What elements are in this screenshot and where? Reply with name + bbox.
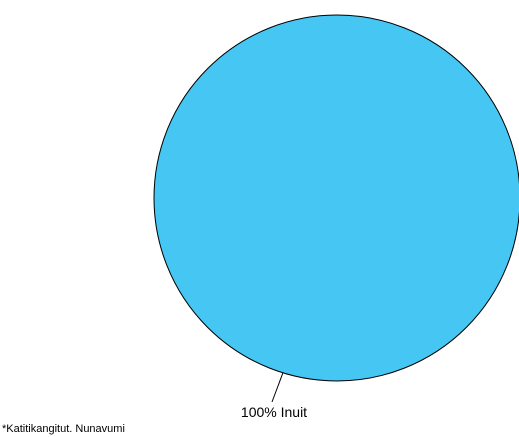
slice-leader-line [271,372,284,403]
footnote: *Katitikangitut. Nunavumi [2,423,125,435]
pie-slice-inuit [153,14,519,382]
slice-label-inuit: 100% Inuit [241,404,307,420]
pie-slices [153,14,519,382]
